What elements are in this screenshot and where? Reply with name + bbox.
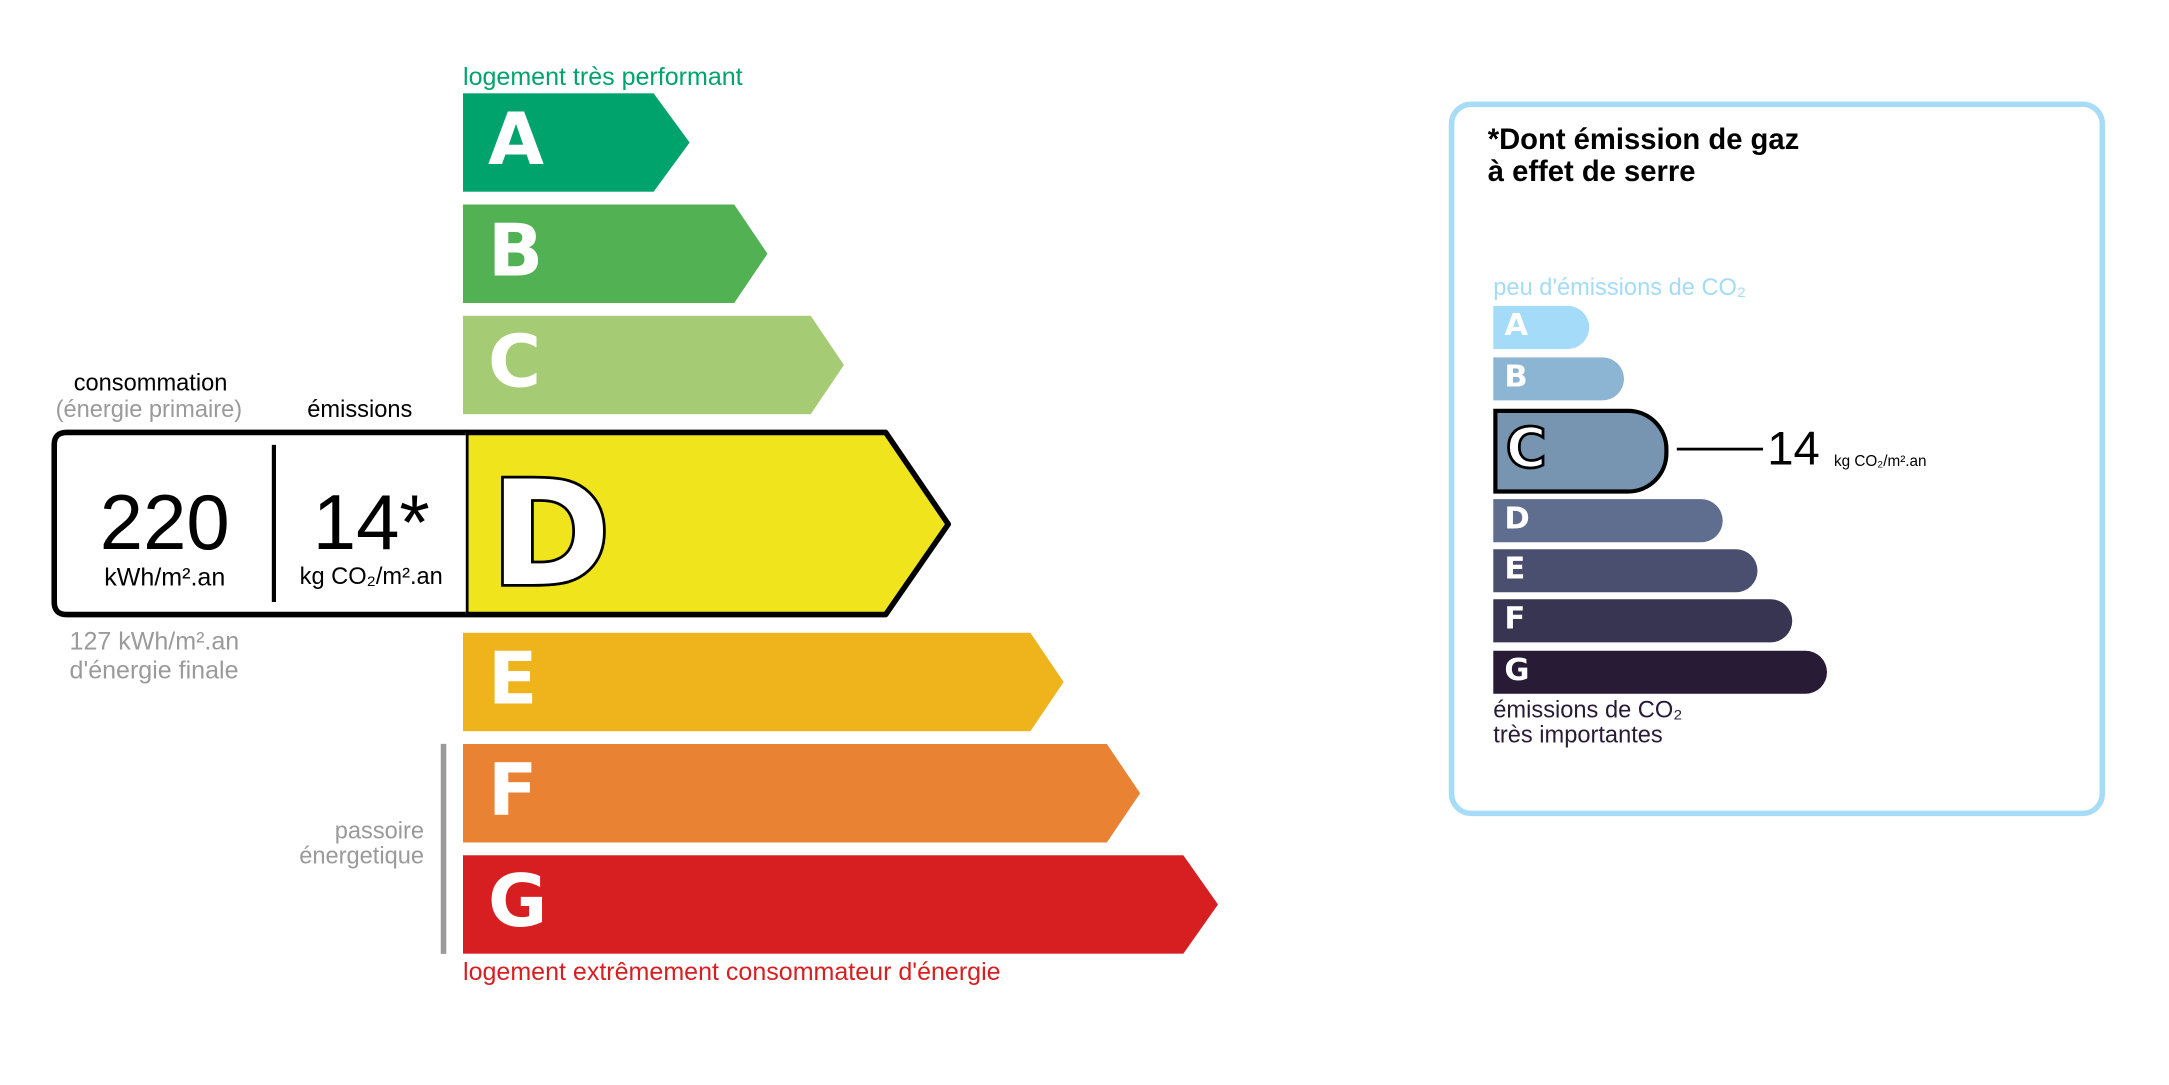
ghg-class-c-current: C <box>1493 408 1669 494</box>
class-letter: F <box>1504 602 1526 637</box>
ghg-class-b: B <box>1493 357 1624 401</box>
ghg-bottom-label-2: très importantes <box>1493 721 1663 749</box>
emissions-unit: kg CO₂/m².an <box>299 563 443 590</box>
ghg-panel <box>1448 101 2106 817</box>
ghg-class-f: F <box>1493 599 1793 643</box>
energy-class-e: E <box>463 632 1064 732</box>
emissions-label: émissions <box>307 396 413 423</box>
class-letter: G <box>1504 653 1530 689</box>
final-energy-label: d'énergie finale <box>69 656 239 685</box>
ghg-class-e: E <box>1493 549 1758 593</box>
class-letter: F <box>488 749 538 833</box>
class-letter: G <box>488 860 548 945</box>
current-class-letter: C <box>1504 416 1548 483</box>
final-energy-value: 127 kWh/m².an <box>69 627 240 655</box>
consumption-unit: kWh/m².an <box>104 563 226 591</box>
passoire-label-2: énergetique <box>299 842 425 870</box>
class-letter: B <box>1504 360 1528 395</box>
consumption-label: consommation <box>73 369 228 397</box>
ghg-title-1: *Dont émission de gaz <box>1487 123 1800 156</box>
class-letter: E <box>1504 551 1526 587</box>
ghg-unit: kg CO₂/m².an <box>1833 453 1927 470</box>
class-letter: A <box>1504 308 1529 344</box>
ghg-title-2: à effet de serre <box>1487 155 1696 188</box>
ghg-class-g: G <box>1493 650 1827 694</box>
top-label: logement très performant <box>463 62 743 91</box>
ghg-class-d: D <box>1493 499 1723 543</box>
energy-class-g: G <box>463 855 1218 954</box>
passoire-label-1: passoire <box>334 817 425 844</box>
ghg-bottom-label-1: émissions de CO₂ <box>1493 696 1683 724</box>
energy-class-c: C <box>463 315 844 415</box>
consumption-sublabel: (énergie primaire) <box>55 396 243 423</box>
energy-class-f: F <box>463 743 1141 843</box>
class-letter: C <box>488 321 542 405</box>
class-letter: E <box>488 638 538 722</box>
ghg-top-label: peu d'émissions de CO₂ <box>1493 273 1747 301</box>
ghg-value: 14 <box>1767 422 1820 476</box>
bottom-label: logement extrêmement consommateur d'éner… <box>463 957 1001 986</box>
current-class-d-box: D <box>51 429 952 954</box>
energy-class-a: A <box>463 93 690 192</box>
ghg-pointer-line <box>1676 447 1764 451</box>
class-letter: D <box>1504 501 1530 537</box>
current-class-letter: D <box>491 451 611 619</box>
ghg-class-a: A <box>1493 305 1590 349</box>
energy-class-b: B <box>463 204 768 304</box>
class-letter: B <box>488 209 544 294</box>
consumption-value: 220 <box>99 478 230 566</box>
class-letter: A <box>488 98 544 183</box>
emissions-value: 14* <box>312 478 430 566</box>
